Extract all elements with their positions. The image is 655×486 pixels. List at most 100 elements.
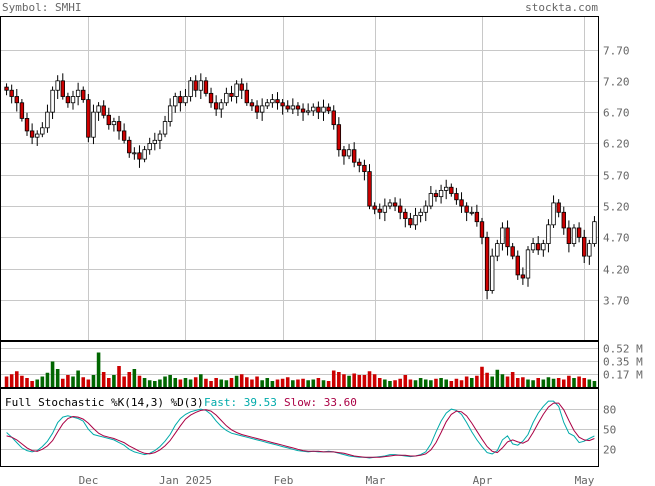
volume-bar: [158, 379, 162, 387]
volume-bar: [331, 370, 336, 387]
candle-down: [397, 205, 403, 213]
stochastic-slow-line: [6, 402, 595, 458]
candle-up: [551, 202, 556, 226]
candle-up: [142, 149, 147, 160]
candle-down: [515, 255, 520, 276]
candle-down: [377, 208, 382, 213]
candle-down: [479, 221, 485, 238]
candle-up: [35, 133, 40, 138]
volume-bar: [91, 375, 96, 387]
volume-bar: [234, 375, 239, 387]
candle-up: [188, 80, 193, 97]
volume-bar: [413, 380, 418, 387]
volume-bar: [96, 352, 101, 387]
volume-bar: [291, 380, 295, 387]
candle-up: [50, 89, 55, 113]
volume-bars: [4, 352, 597, 387]
volume-bar: [526, 379, 530, 387]
month-label: Feb: [274, 474, 294, 486]
candle-down: [254, 105, 260, 113]
price-candles: [4, 73, 597, 300]
volume-bar: [362, 375, 367, 387]
stochastic-fast-legend: Fast: 39.53: [204, 396, 277, 409]
candle-up: [270, 99, 275, 104]
volume-bar: [423, 379, 428, 387]
volume-bar: [50, 361, 55, 387]
volume-bar: [45, 372, 50, 387]
candle-up: [413, 215, 418, 226]
volume-bar: [137, 375, 142, 387]
candle-down: [60, 80, 65, 97]
candle-up: [45, 111, 50, 129]
volume-bar: [495, 369, 500, 387]
price-tick-label: 7.20: [603, 76, 630, 89]
volume-bar: [444, 379, 448, 387]
candle-down: [86, 99, 91, 138]
candle-up: [305, 110, 311, 113]
volume-bar: [429, 380, 433, 387]
volume-bar: [168, 375, 172, 387]
volume-bar: [377, 378, 382, 387]
candle-up: [469, 211, 474, 214]
volume-bar: [122, 376, 126, 387]
candle-up: [132, 152, 137, 155]
candle-down: [65, 96, 71, 104]
volume-bar: [219, 379, 224, 387]
volume-bar: [567, 375, 571, 387]
volume-bar: [127, 372, 132, 387]
volume-bar: [500, 374, 505, 387]
candle-down: [213, 102, 219, 110]
candle-down: [433, 193, 439, 198]
volume-bar: [188, 379, 193, 387]
candle-up: [311, 106, 316, 112]
volume-bar: [480, 366, 484, 387]
volume-bar: [224, 380, 229, 387]
volume-bar: [393, 380, 397, 387]
candle-down: [249, 102, 255, 107]
candle-down: [520, 274, 526, 279]
candle-down: [229, 92, 234, 97]
volume-bar: [577, 376, 581, 387]
volume-bar: [439, 378, 443, 387]
volume-bar: [572, 378, 576, 387]
volume-bar: [255, 376, 259, 387]
candle-down: [275, 99, 280, 104]
volume-bar: [20, 375, 24, 387]
price-tick-label: 6.20: [603, 138, 630, 151]
candle-up: [290, 105, 296, 110]
candle-down: [331, 110, 336, 126]
price-tick-label: 5.20: [603, 201, 630, 214]
candle-down: [239, 83, 244, 91]
volume-bar: [316, 378, 321, 387]
price-tick-label: 4.20: [603, 264, 630, 277]
volume-bar: [490, 376, 494, 387]
volume-tick-label: 0.52 M: [603, 343, 643, 356]
volume-bar: [347, 375, 351, 387]
stochastic-title: Full Stochastic %K(14,3) %D(3): [5, 396, 204, 409]
volume-bar: [9, 374, 14, 387]
candle-down: [510, 246, 515, 257]
site-label: stockta.com: [525, 1, 598, 14]
volume-tick-label: 0.17 M: [603, 369, 643, 382]
volume-bar: [383, 379, 387, 387]
volume-bar: [35, 379, 40, 387]
candle-down: [408, 218, 413, 226]
volume-bar: [76, 370, 80, 387]
candle-down: [29, 130, 35, 138]
volume-bar: [449, 381, 454, 387]
candle-down: [193, 80, 198, 91]
candle-down: [137, 152, 142, 160]
candle-down: [372, 205, 377, 210]
candle-up: [91, 111, 96, 138]
price-panel: 7.70 7.20 6.70 6.20 5.70 5.20 4.70 4.20 3.70: [0, 16, 630, 466]
candle-up: [571, 227, 577, 245]
candle-up: [183, 96, 188, 104]
volume-bar: [505, 376, 510, 387]
volume-bar: [4, 376, 9, 387]
volume-bar: [398, 378, 402, 387]
volume-bar: [342, 374, 346, 387]
candle-up: [40, 127, 45, 135]
volume-axis: 0.52 M0.35 M0.17 M: [603, 343, 643, 382]
volume-bar: [153, 381, 157, 387]
